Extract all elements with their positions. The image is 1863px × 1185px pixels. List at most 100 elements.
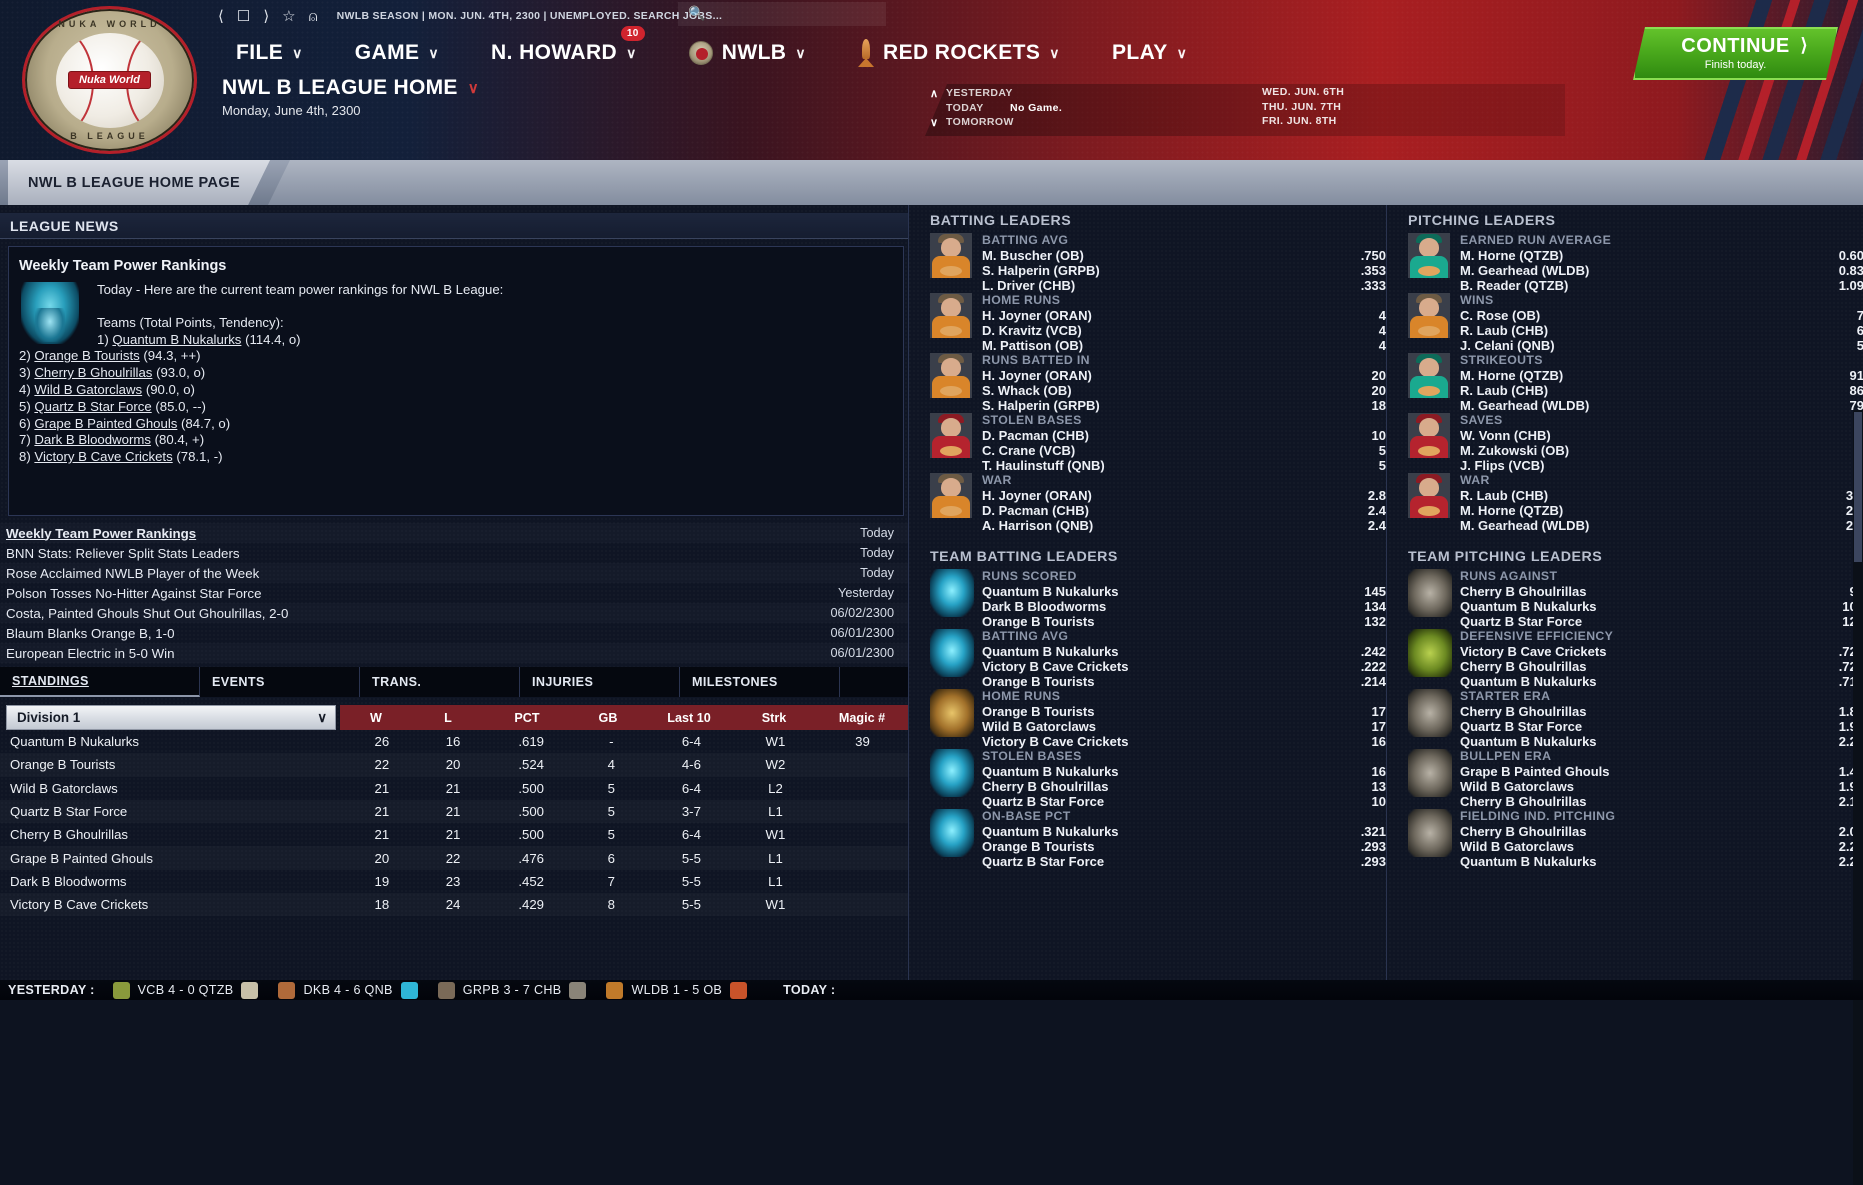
leader-row[interactable]: Quantum B Nukalurks .713 xyxy=(1460,674,1863,689)
leader-name[interactable]: C. Crane (VCB) xyxy=(982,442,1076,458)
leader-row[interactable]: D. Kravitz (VCB) 4 xyxy=(982,323,1386,338)
leader-name[interactable]: Quartz B Star Force xyxy=(982,793,1105,809)
leader-name[interactable]: R. Laub (CHB) xyxy=(1460,322,1549,338)
table-row[interactable]: Victory B Cave Crickets 18 24 .429 8 5-5 W1 xyxy=(0,893,908,916)
rank-team[interactable]: Quantum B Nukalurks xyxy=(112,331,242,347)
leader-name[interactable]: Quantum B Nukalurks xyxy=(1460,733,1597,749)
leader-name[interactable]: S. Whack (OB) xyxy=(982,382,1072,398)
leader-row[interactable]: T. Haulinstuff (QNB) 5 xyxy=(982,458,1386,473)
leader-row[interactable]: R. Laub (CHB) 6 xyxy=(1460,323,1863,338)
tab-transactions[interactable]: TRANS. xyxy=(360,667,520,697)
leader-name[interactable]: Victory B Cave Crickets xyxy=(982,658,1129,674)
leader-name[interactable]: Orange B Tourists xyxy=(982,613,1095,629)
leader-name[interactable]: M. Pattison (OB) xyxy=(982,337,1084,353)
leader-name[interactable]: Victory B Cave Crickets xyxy=(1460,644,1607,659)
ranking-item[interactable]: 3) Cherry B Ghoulrillas (93.0, o) xyxy=(19,365,903,382)
leader-name[interactable]: Quartz B Star Force xyxy=(1460,613,1583,629)
menu-league[interactable]: NWLB ∨ xyxy=(663,41,832,65)
leader-row[interactable]: Wild B Gatorclaws 17 xyxy=(982,719,1386,734)
leader-name[interactable]: M. Horne (QTZB) xyxy=(1460,368,1564,383)
table-row[interactable]: Orange B Tourists 22 20 .524 4 4-6 W2 xyxy=(0,753,908,776)
leader-row[interactable]: R. Laub (CHB)3.1 xyxy=(1460,488,1863,503)
leader-row[interactable]: Wild B Gatorclaws 1.93 xyxy=(1460,779,1863,794)
leader-row[interactable]: C. Crane (VCB) 5 xyxy=(982,443,1386,458)
leader-name[interactable]: B. Reader (QTZB) xyxy=(1460,277,1569,293)
leader-name[interactable]: S. Halperin (GRPB) xyxy=(982,262,1100,278)
chevron-up-icon[interactable]: ∧ xyxy=(930,87,939,100)
table-row[interactable]: Dark B Bloodworms 19 23 .452 7 5-5 L1 xyxy=(0,870,908,893)
ticker-game[interactable]: WLDB 1 - 5 OB xyxy=(596,981,757,999)
chevron-down-icon[interactable]: ∨ xyxy=(930,116,939,129)
home-icon[interactable]: ⍝ xyxy=(308,7,318,25)
scrollbar-thumb[interactable] xyxy=(1854,412,1862,562)
leader-row[interactable]: S. Whack (OB) 20 xyxy=(982,383,1386,398)
leader-name[interactable]: M. Gearhead (WLDB) xyxy=(1460,397,1590,413)
ranking-item[interactable]: 7) Dark B Bloodworms (80.4, +) xyxy=(19,432,903,449)
col-header-last10[interactable]: Last 10 xyxy=(667,710,711,725)
leader-name[interactable]: Cherry B Ghoulrillas xyxy=(1460,658,1587,674)
leader-name[interactable]: J. Celani (QNB) xyxy=(1460,337,1555,353)
leader-row[interactable]: B. Reader (QTZB) 1.09 xyxy=(1460,278,1863,293)
rank-team[interactable]: Dark B Bloodworms xyxy=(34,432,151,448)
tab-milestones[interactable]: MILESTONES xyxy=(680,667,840,697)
leader-name[interactable]: Quartz B Star Force xyxy=(982,853,1105,869)
continue-button[interactable]: CONTINUE ⟩ Finish today. xyxy=(1633,27,1838,80)
leader-name[interactable]: Orange B Tourists xyxy=(982,704,1095,719)
leader-row[interactable]: Cherry B Ghoulrillas91 xyxy=(1460,584,1863,599)
schedule-row-tomorrow[interactable]: ∨ TOMORROW xyxy=(930,115,1062,130)
leader-row[interactable]: M. Horne (QTZB) 0.60 xyxy=(1460,248,1863,263)
ticker-game[interactable]: VCB 4 - 0 QTZB xyxy=(103,981,269,999)
leader-name[interactable]: D. Pacman (CHB) xyxy=(982,428,1089,443)
leader-row[interactable]: Orange B Tourists .293 xyxy=(982,839,1386,854)
panel-icon[interactable]: ☐ xyxy=(236,7,251,25)
leader-name[interactable]: M. Horne (QTZB) xyxy=(1460,248,1564,263)
leader-row[interactable]: J. Flips (VCB)6 xyxy=(1460,458,1863,473)
main-scrollbar[interactable] xyxy=(1853,410,1863,1185)
table-row[interactable]: Quantum B Nukalurks 26 16 .619 - 6-4 W1 39 xyxy=(0,730,908,753)
standings-team-name[interactable]: Dark B Bloodworms xyxy=(10,873,127,889)
leader-row[interactable]: Orange B Tourists 17 xyxy=(982,704,1386,719)
forward-icon[interactable]: ⟩ xyxy=(263,7,270,25)
leader-row[interactable]: Quantum B Nukalurks 145 xyxy=(982,584,1386,599)
leader-row[interactable]: R. Laub (CHB) 86 xyxy=(1460,383,1863,398)
leader-row[interactable]: Victory B Cave Crickets .725 xyxy=(1460,644,1863,659)
leader-name[interactable]: A. Harrison (QNB) xyxy=(982,517,1094,533)
leader-row[interactable]: Quantum B Nukalurks 2.24 xyxy=(1460,854,1863,869)
leader-name[interactable]: D. Pacman (CHB) xyxy=(982,502,1089,518)
list-item[interactable]: European Electric in 5-0 Win 06/01/2300 xyxy=(0,643,908,663)
leader-name[interactable]: Cherry B Ghoulrillas xyxy=(1460,584,1587,599)
tab-standings[interactable]: STANDINGS xyxy=(0,667,200,697)
star-icon[interactable]: ☆ xyxy=(282,7,296,25)
leader-name[interactable]: Wild B Gatorclaws xyxy=(982,718,1097,734)
leader-row[interactable]: D. Pacman (CHB) 2.4 xyxy=(982,503,1386,518)
menu-play[interactable]: PLAY ∨ xyxy=(1086,41,1213,65)
table-row[interactable]: Wild B Gatorclaws 21 21 .500 5 6-4 L2 xyxy=(0,777,908,800)
leader-name[interactable]: R. Laub (CHB) xyxy=(1460,488,1549,503)
ticker-game[interactable]: DKB 4 - 6 QNB xyxy=(268,981,427,999)
leader-row[interactable]: Wild B Gatorclaws 2.23 xyxy=(1460,839,1863,854)
leader-name[interactable]: Orange B Tourists xyxy=(982,838,1095,854)
leader-name[interactable]: Cherry B Ghoulrillas xyxy=(1460,824,1587,839)
leader-row[interactable]: Cherry B Ghoulrillas 1.89 xyxy=(1460,704,1863,719)
tab-events[interactable]: EVENTS xyxy=(200,667,360,697)
standings-team-name[interactable]: Cherry B Ghoulrillas xyxy=(10,827,128,843)
leader-name[interactable]: M. Gearhead (WLDB) xyxy=(1460,262,1590,278)
leader-row[interactable]: Quartz B Star Force123 xyxy=(1460,614,1863,629)
col-header-gb[interactable]: GB xyxy=(598,710,618,725)
leader-name[interactable]: H. Joyner (ORAN) xyxy=(982,488,1092,503)
standings-team-name[interactable]: Quantum B Nukalurks xyxy=(10,734,139,750)
leader-row[interactable]: J. Celani (QNB) 5 xyxy=(1460,338,1863,353)
leader-row[interactable]: M. Gearhead (WLDB) 79 xyxy=(1460,398,1863,413)
leader-name[interactable]: M. Zukowski (OB) xyxy=(1460,442,1570,458)
leader-name[interactable]: H. Joyner (ORAN) xyxy=(982,308,1092,323)
rank-team[interactable]: Wild B Gatorclaws xyxy=(34,381,143,397)
leader-name[interactable]: Cherry B Ghoulrillas xyxy=(1460,704,1587,719)
leader-name[interactable]: Quantum B Nukalurks xyxy=(1460,673,1597,689)
list-item[interactable]: Rose Acclaimed NWLB Player of the Week To… xyxy=(0,563,908,583)
ranking-item[interactable]: 2) Orange B Tourists (94.3, ++) xyxy=(19,348,903,365)
leader-name[interactable]: L. Driver (CHB) xyxy=(982,277,1076,293)
table-row[interactable]: Grape B Painted Ghouls 20 22 .476 6 5-5 L1 xyxy=(0,846,908,869)
leader-row[interactable]: Grape B Painted Ghouls 1.48 xyxy=(1460,764,1863,779)
ranking-item[interactable]: 4) Wild B Gatorclaws (90.0, o) xyxy=(19,382,903,399)
leader-name[interactable]: Dark B Bloodworms xyxy=(982,598,1107,614)
